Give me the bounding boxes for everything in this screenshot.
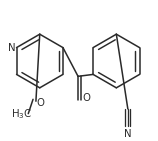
Text: H$_3$C: H$_3$C [11,107,32,121]
Text: N: N [8,43,16,53]
Text: N: N [124,129,132,139]
Text: O: O [83,93,91,103]
Text: O: O [37,98,45,108]
